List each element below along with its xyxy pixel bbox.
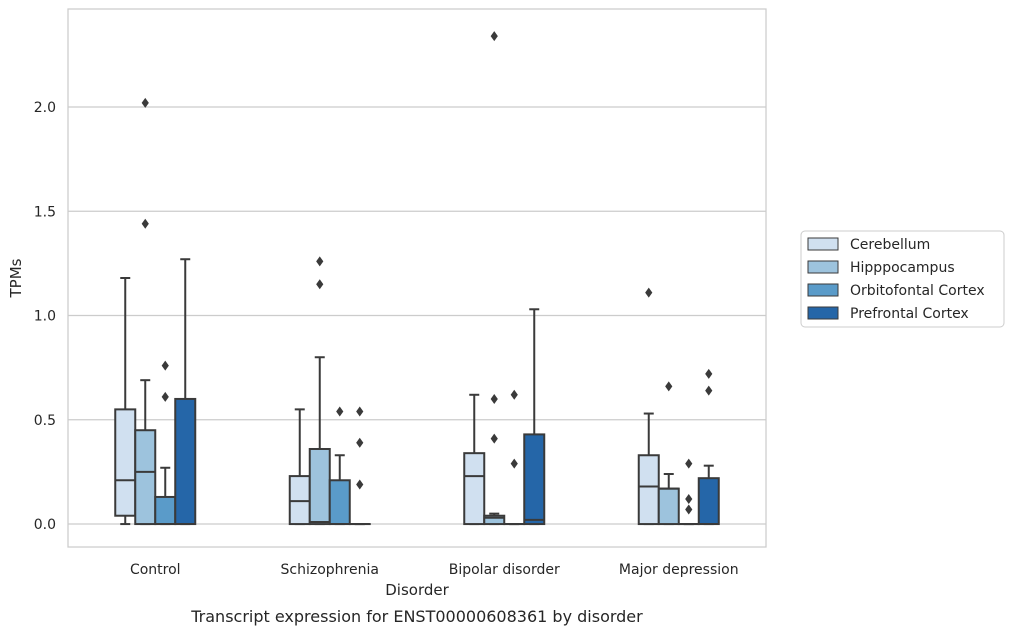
y-tick-labels: 0.0 0.5 1.0 1.5 2.0 — [34, 100, 56, 533]
y-tick-label: 0.0 — [34, 517, 56, 533]
box-group — [523, 308, 546, 526]
outlier-point — [685, 458, 693, 469]
box — [483, 514, 506, 526]
outlier-point — [490, 433, 498, 444]
outlier-point — [490, 31, 498, 42]
box — [697, 477, 720, 526]
y-tick-label: 1.0 — [34, 309, 56, 325]
y-tick-label: 1.5 — [34, 204, 56, 220]
legend-swatch — [807, 306, 839, 320]
x-axis-label: Disorder — [385, 581, 449, 599]
outlier-point — [490, 393, 498, 404]
box — [308, 447, 331, 526]
outlier-point — [316, 279, 324, 290]
x-tick-labels: Control Schizophrenia Bipolar disorder Majo… — [130, 562, 739, 578]
box — [134, 429, 157, 526]
box-group — [174, 258, 197, 526]
outlier-point — [705, 368, 713, 379]
legend: Cerebellum Hipppocampus Orbitofontal Corte… — [800, 230, 1005, 328]
box — [288, 475, 311, 526]
box-group — [328, 406, 351, 526]
x-tick-label: Major depression — [619, 562, 739, 578]
outlier-point — [141, 97, 149, 108]
box — [174, 397, 197, 526]
box — [637, 454, 660, 526]
figure-caption: Transcript expression for ENST0000060836… — [190, 607, 643, 626]
box-group — [657, 381, 680, 526]
box-group — [134, 97, 157, 526]
outlier-point — [510, 458, 518, 469]
box-group — [154, 360, 177, 526]
outlier-point — [161, 360, 169, 371]
x-tick-label: Bipolar disorder — [449, 562, 560, 578]
outlier-point — [685, 504, 693, 515]
box — [328, 479, 351, 526]
box — [154, 495, 177, 526]
y-tick-label: 0.5 — [34, 413, 56, 429]
y-axis-label: TPMs — [7, 258, 25, 298]
outlier-point — [705, 385, 713, 396]
x-tick-label: Schizophrenia — [281, 562, 379, 578]
legend-swatch — [807, 283, 839, 297]
legend-label: Orbitofontal Cortex — [850, 283, 985, 299]
box — [523, 433, 546, 526]
box-group — [677, 458, 700, 526]
outlier-point — [356, 437, 364, 448]
legend-swatch — [807, 237, 839, 251]
plot-background — [68, 9, 766, 547]
box — [657, 487, 680, 526]
x-tick-label: Control — [130, 562, 181, 578]
y-tick-label: 2.0 — [34, 100, 56, 116]
box-series — [114, 31, 720, 526]
outlier-point — [510, 389, 518, 400]
outlier-point — [316, 256, 324, 267]
box — [114, 408, 137, 517]
legend-label: Prefrontal Cortex — [850, 306, 969, 322]
outlier-point — [141, 218, 149, 229]
outlier-point — [356, 479, 364, 490]
outlier-point — [685, 494, 693, 505]
box-group — [697, 368, 720, 526]
box-group — [308, 256, 331, 526]
legend-swatch — [807, 260, 839, 274]
outlier-point — [356, 406, 364, 417]
legend-label: Hipppocampus — [850, 260, 955, 276]
outlier-point — [161, 391, 169, 402]
box — [463, 452, 486, 526]
outlier-point — [665, 381, 673, 392]
box-group — [348, 406, 371, 526]
outlier-point — [336, 406, 344, 417]
outlier-point — [645, 287, 653, 298]
legend-frame — [800, 230, 1005, 328]
legend-label: Cerebellum — [850, 237, 930, 253]
box-group — [483, 31, 506, 526]
box-group — [463, 393, 486, 526]
plot-frame — [67, 8, 767, 548]
